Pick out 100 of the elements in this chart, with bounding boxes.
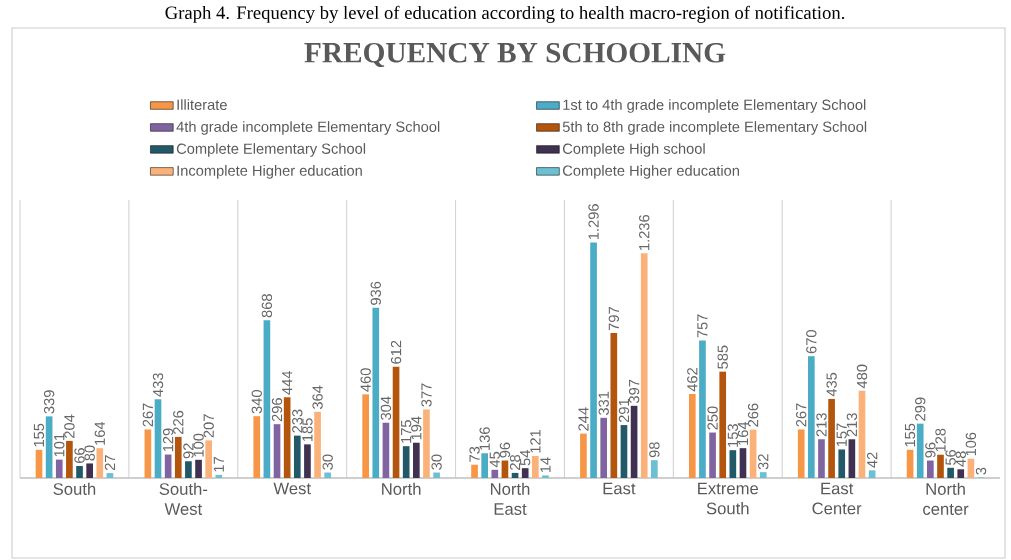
- data-label: 136: [479, 427, 490, 450]
- bar: [542, 475, 549, 478]
- data-label: 17: [213, 457, 224, 472]
- legend-label: Illiterate: [177, 99, 227, 110]
- data-label: 480: [856, 364, 868, 389]
- legend-label: 5th to 8th grade incomplete Elementary School: [562, 121, 867, 135]
- bar: [916, 423, 924, 478]
- data-label: 155: [33, 423, 45, 447]
- bar: [838, 449, 846, 478]
- x-tick-label: Extreme South: [698, 482, 759, 515]
- bar: [372, 307, 380, 478]
- bar: [759, 472, 767, 478]
- x-tick-label: South: [53, 482, 96, 495]
- data-label: 460: [360, 368, 371, 392]
- data-label: 267: [796, 403, 807, 427]
- bar: [699, 340, 706, 478]
- bar: [314, 411, 321, 478]
- data-label: 213: [816, 413, 827, 437]
- data-label: 267: [142, 403, 154, 427]
- data-label: 612: [390, 340, 402, 364]
- bar: [521, 468, 529, 478]
- data-label: 397: [628, 379, 640, 403]
- data-label: 30: [431, 454, 442, 470]
- bar: [709, 432, 716, 478]
- data-label: 98: [649, 442, 660, 458]
- bar: [205, 440, 213, 478]
- bar: [590, 242, 597, 478]
- bar: [433, 472, 440, 478]
- data-label: 304: [380, 396, 392, 420]
- bar: [937, 454, 944, 478]
- data-label: 226: [173, 410, 184, 434]
- bar: [481, 453, 488, 478]
- legend-label: Complete Elementary School: [176, 143, 366, 157]
- bar: [185, 461, 192, 478]
- bar: [957, 469, 965, 478]
- data-label: 291: [618, 399, 630, 423]
- data-label: 42: [867, 452, 878, 468]
- bar: [927, 460, 934, 478]
- data-label: 1.236: [639, 214, 650, 250]
- data-label: 45: [489, 451, 500, 468]
- bar: [144, 429, 152, 478]
- bar: [106, 473, 114, 478]
- data-label: 30: [322, 454, 333, 470]
- data-label: 96: [925, 442, 936, 458]
- bar: [86, 463, 93, 478]
- data-label: 377: [421, 383, 432, 407]
- bar: [174, 436, 182, 478]
- data-label: 797: [608, 307, 620, 331]
- data-label: 92: [183, 443, 194, 459]
- bar: [808, 356, 815, 478]
- data-label: 14: [540, 457, 551, 473]
- data-label: 204: [64, 414, 75, 438]
- data-label: 100: [193, 433, 204, 457]
- data-label: 331: [598, 391, 609, 415]
- bar: [688, 394, 696, 478]
- data-label: 339: [43, 390, 55, 414]
- bar: [195, 459, 202, 478]
- data-label: 670: [806, 330, 817, 354]
- bar: [600, 417, 608, 478]
- data-label: 48: [955, 451, 966, 467]
- data-label: 54: [520, 450, 531, 466]
- x-tick-label: North East: [490, 482, 530, 515]
- bar: [66, 440, 73, 478]
- data-label: 757: [697, 314, 708, 338]
- x-tick-label: South-West: [159, 482, 208, 515]
- data-label: 32: [758, 454, 769, 470]
- bar: [154, 399, 162, 478]
- data-label: 244: [578, 407, 589, 431]
- data-label: 194: [411, 416, 422, 440]
- data-label: 164: [737, 421, 749, 445]
- legend-label: Complete High school: [563, 143, 705, 157]
- data-label: 121: [530, 429, 541, 453]
- bar: [324, 472, 332, 478]
- data-label: 296: [271, 398, 283, 422]
- bar: [273, 424, 281, 478]
- data-label: 106: [965, 432, 977, 456]
- data-label: 66: [74, 448, 85, 463]
- data-label: 3: [975, 467, 987, 475]
- bar: [868, 470, 876, 478]
- x-tick-label: East Center: [812, 482, 862, 515]
- bar: [719, 371, 727, 478]
- data-label: 155: [904, 423, 916, 447]
- data-label: 128: [935, 428, 946, 452]
- bar: [412, 442, 420, 478]
- data-label: 250: [707, 406, 718, 430]
- x-tick-label: East: [603, 482, 636, 495]
- data-label: 444: [282, 370, 293, 395]
- data-label: 73: [469, 446, 480, 462]
- bar: [215, 474, 223, 478]
- bar: [423, 409, 430, 478]
- bar: [620, 425, 628, 478]
- bar: [739, 448, 747, 478]
- bar: [253, 416, 261, 478]
- legend-label: 4th grade incomplete Elementary School: [176, 121, 440, 135]
- bar: [532, 455, 539, 478]
- bar: [362, 394, 369, 478]
- x-tick-label: North: [382, 482, 421, 495]
- bar: [55, 459, 63, 478]
- legend-label: 1st to 4th grade incomplete Elementary School: [563, 99, 866, 113]
- data-label: 233: [292, 409, 303, 433]
